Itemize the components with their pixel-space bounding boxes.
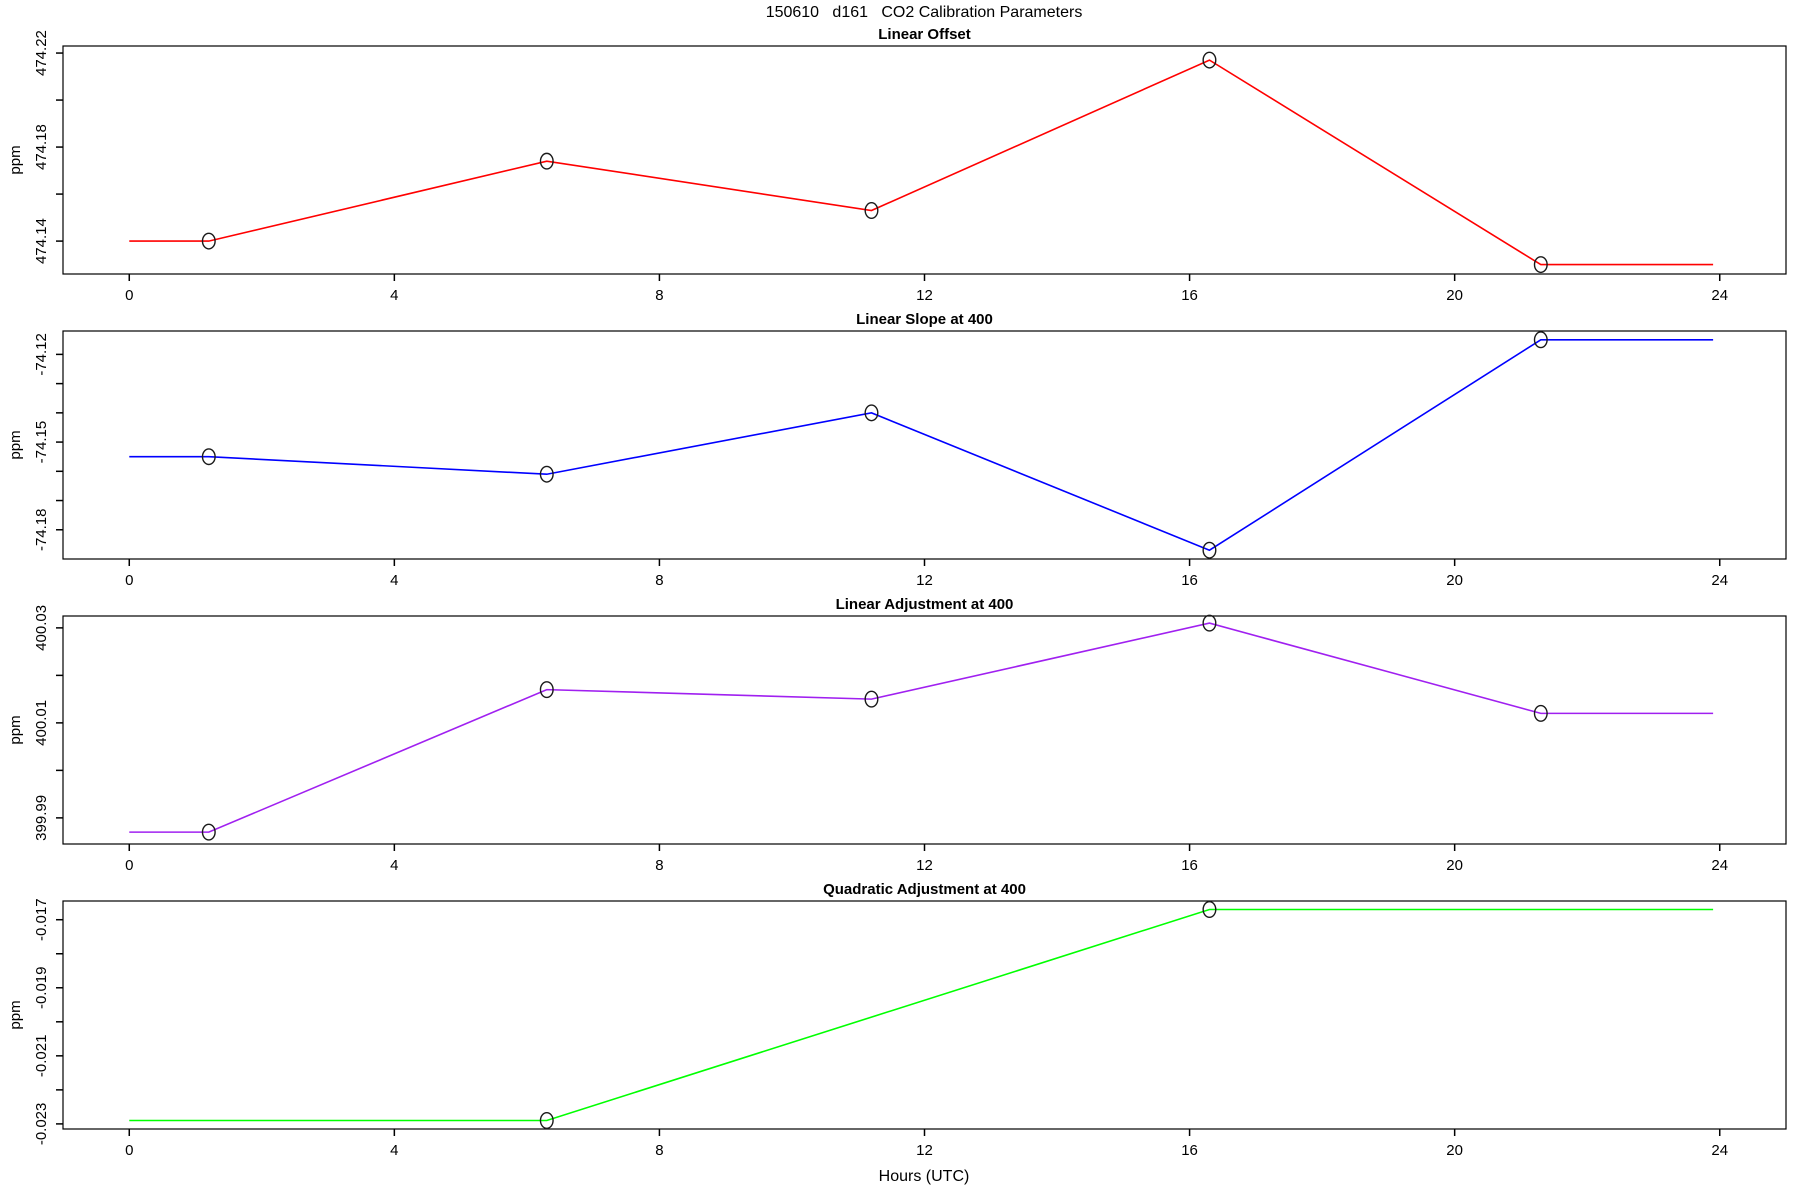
data-point-marker — [1533, 256, 1548, 274]
x-tick-label: 4 — [390, 572, 398, 589]
y-tick-label: 399.99 — [33, 795, 50, 841]
data-point-marker — [864, 690, 879, 708]
x-tick-label: 16 — [1181, 1142, 1198, 1159]
chart-linear-slope: Linear Slope at 400 0 4 8 12 16 20 24 -74.18 -74.… — [7, 311, 1787, 589]
x-tick-label: 12 — [916, 857, 933, 874]
plot-box — [62, 330, 1787, 560]
x-tick-label: 0 — [125, 857, 133, 874]
data-point-marker — [539, 465, 554, 483]
x-tick-label: 8 — [655, 287, 663, 304]
data-point-marker — [1533, 331, 1548, 349]
x-tick-label: 8 — [655, 857, 663, 874]
y-tick-label: 474.18 — [33, 124, 50, 170]
data-point-marker — [1202, 614, 1217, 632]
x-tick-label: 12 — [916, 287, 933, 304]
y-axis-label: ppm — [7, 715, 24, 744]
chart-linear-offset: Linear Offset 0 4 8 12 16 20 24 474.14 474.18 474.… — [7, 26, 1787, 304]
x-tick-label: 16 — [1181, 287, 1198, 304]
panel-title: Linear Slope at 400 — [856, 311, 993, 328]
y-tick-label: -74.18 — [33, 508, 50, 551]
x-tick-label: 4 — [390, 1142, 398, 1159]
y-tick-label: -0.017 — [33, 898, 50, 941]
page-title: 150610 d161 CO2 Calibration Parameters — [765, 4, 1083, 21]
data-point-marker — [201, 232, 216, 250]
x-tick-label: 8 — [655, 1142, 663, 1159]
x-tick-label: 24 — [1711, 1142, 1728, 1159]
y-axis-label: ppm — [7, 145, 24, 174]
x-tick-label: 12 — [916, 572, 933, 589]
data-point-marker — [201, 448, 216, 466]
x-tick-label: 0 — [125, 1142, 133, 1159]
x-tick-label: 4 — [390, 857, 398, 874]
y-tick-label: 474.22 — [33, 30, 50, 76]
data-point-marker — [539, 1111, 554, 1129]
series-line — [129, 338, 1714, 552]
x-tick-label: 4 — [390, 287, 398, 304]
plot-box — [62, 615, 1787, 845]
data-point-marker — [201, 823, 216, 841]
y-tick-label: -74.15 — [33, 421, 50, 464]
x-tick-label: 16 — [1181, 572, 1198, 589]
x-tick-label: 24 — [1711, 287, 1728, 304]
series-line — [129, 908, 1714, 1122]
x-tick-label: 24 — [1711, 572, 1728, 589]
y-axis-label: ppm — [7, 430, 24, 459]
x-tick-label: 0 — [125, 572, 133, 589]
x-tick-label: 0 — [125, 287, 133, 304]
y-tick-label: -74.12 — [33, 333, 50, 376]
x-tick-label: 16 — [1181, 857, 1198, 874]
data-point-marker — [1202, 541, 1217, 559]
plot-box — [62, 45, 1787, 275]
y-tick-label: 474.14 — [33, 218, 50, 264]
data-point-marker — [539, 681, 554, 699]
y-tick-label: -0.019 — [33, 967, 50, 1010]
x-tick-label: 8 — [655, 572, 663, 589]
x-tick-label: 20 — [1446, 572, 1463, 589]
chart-quadratic-adjustment: Quadratic Adjustment at 400 0 4 8 12 16 20 24 -0… — [7, 881, 1787, 1159]
data-point-marker — [1202, 51, 1217, 69]
data-point-marker — [539, 152, 554, 170]
x-axis-label: Hours (UTC) — [878, 1168, 970, 1185]
plot-box — [62, 900, 1787, 1130]
y-tick-label: 400.03 — [33, 605, 50, 651]
chart-linear-adjustment: Linear Adjustment at 400 0 4 8 12 16 20 24 399.9… — [7, 596, 1787, 874]
x-tick-label: 12 — [916, 1142, 933, 1159]
series-line — [129, 59, 1714, 266]
y-tick-label: 400.01 — [33, 700, 50, 746]
data-point-marker — [1533, 704, 1548, 722]
panel-title: Linear Offset — [878, 26, 971, 43]
y-tick-label: -0.021 — [33, 1035, 50, 1078]
x-tick-label: 20 — [1446, 1142, 1463, 1159]
data-point-marker — [864, 202, 879, 220]
x-tick-label: 20 — [1446, 287, 1463, 304]
y-tick-label: -0.023 — [33, 1103, 50, 1146]
y-axis-label: ppm — [7, 1000, 24, 1029]
data-point-marker — [1202, 901, 1217, 919]
x-tick-label: 24 — [1711, 857, 1728, 874]
x-tick-label: 20 — [1446, 857, 1463, 874]
series-line — [129, 622, 1714, 833]
panel-title: Linear Adjustment at 400 — [836, 596, 1014, 613]
data-point-marker — [864, 404, 879, 422]
panel-title: Quadratic Adjustment at 400 — [823, 881, 1026, 898]
